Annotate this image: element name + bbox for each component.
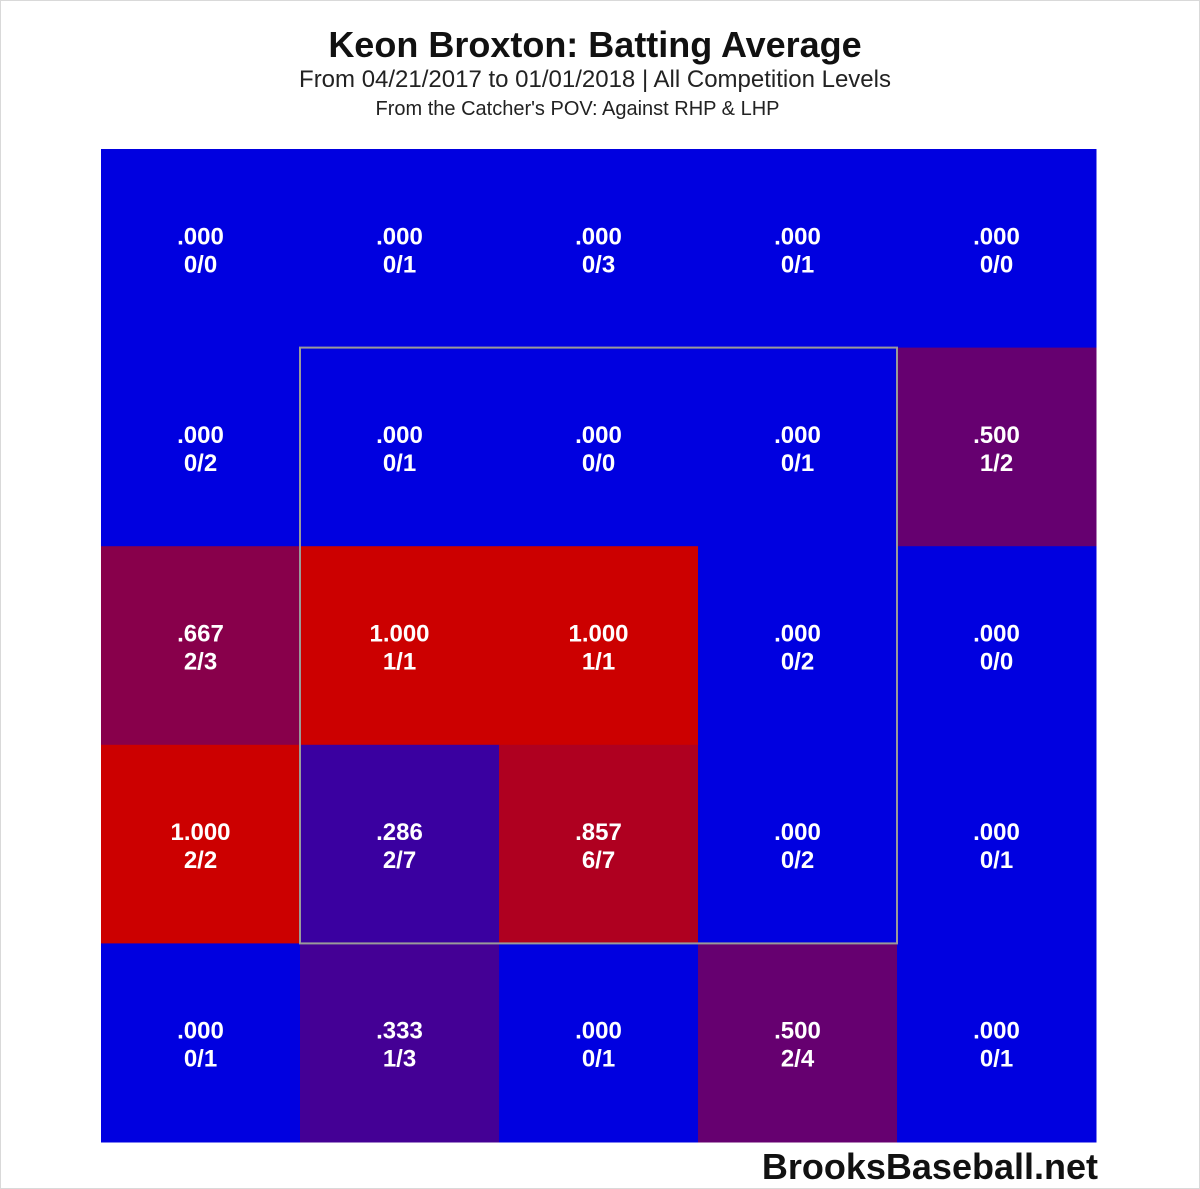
- zone-avg-label: 1.000: [369, 621, 429, 648]
- zone-ratio-label: 0/1: [980, 1046, 1013, 1073]
- zone-ratio-label: 2/4: [781, 1046, 815, 1073]
- zone-ratio-label: 0/1: [383, 251, 416, 278]
- zone-avg-label: .000: [575, 223, 622, 250]
- site-credit: BrooksBaseball.net: [761, 1146, 1098, 1187]
- zone-ratio-label: 1/2: [980, 450, 1013, 477]
- zone-ratio-label: 0/0: [184, 251, 217, 278]
- zone-cell-r5-c3: [499, 943, 699, 1143]
- zone-ratio-label: 0/1: [383, 450, 416, 477]
- zone-avg-label: .000: [376, 422, 423, 449]
- zone-ratio-label: 0/1: [184, 1046, 217, 1073]
- zone-ratio-label: 1/1: [383, 649, 416, 676]
- zone-cell-r3-c5: [897, 546, 1097, 746]
- zone-avg-label: .000: [376, 223, 423, 250]
- zone-cell-r3-c4: [698, 546, 898, 746]
- zone-avg-label: .857: [575, 819, 622, 846]
- zone-avg-label: .000: [774, 223, 821, 250]
- zone-ratio-label: 0/1: [980, 847, 1013, 874]
- zone-avg-label: .000: [575, 422, 622, 449]
- zone-cell-r3-c3: [499, 546, 699, 746]
- chart-subtitle-pov: From the Catcher's POV: Against RHP & LH…: [375, 98, 780, 120]
- zone-ratio-label: 1/1: [582, 649, 615, 676]
- zone-ratio-label: 0/2: [184, 450, 217, 477]
- zone-avg-label: .000: [774, 422, 821, 449]
- zone-cell-r3-c2: [300, 546, 500, 746]
- zone-avg-label: .000: [177, 422, 224, 449]
- zone-avg-label: .000: [973, 819, 1020, 846]
- zone-ratio-label: 0/2: [781, 847, 814, 874]
- zone-cell-r5-c5: [897, 943, 1097, 1143]
- zone-cell-r2-c4: [698, 347, 898, 547]
- zone-cell-r5-c1: [101, 943, 301, 1143]
- zone-cell-r4-c5: [897, 744, 1097, 944]
- zone-avg-label: .000: [973, 1018, 1020, 1045]
- chart-subtitle: From 04/21/2017 to 01/01/2018 | All Comp…: [299, 66, 891, 93]
- zone-cell-r2-c2: [300, 347, 500, 547]
- zone-ratio-label: 0/0: [980, 649, 1013, 676]
- zone-cell-r1-c4: [698, 149, 898, 349]
- zone-ratio-label: 2/3: [184, 649, 217, 676]
- zone-ratio-label: 6/7: [582, 847, 615, 874]
- zone-avg-label: .500: [973, 422, 1020, 449]
- zone-avg-label: .000: [177, 1018, 224, 1045]
- zone-ratio-label: 0/0: [582, 450, 615, 477]
- zone-avg-label: .000: [177, 223, 224, 250]
- zone-cell-r4-c1: [101, 744, 301, 944]
- chart-title: Keon Broxton: Batting Average: [328, 24, 862, 65]
- zone-cell-r2-c1: [101, 347, 301, 547]
- zone-ratio-label: 0/3: [582, 251, 615, 278]
- zone-ratio-label: 0/2: [781, 649, 814, 676]
- zone-cell-r4-c4: [698, 744, 898, 944]
- zone-avg-label: 1.000: [568, 621, 628, 648]
- zone-avg-label: .000: [774, 819, 821, 846]
- zone-ratio-label: 0/1: [781, 251, 814, 278]
- zone-cell-r1-c3: [499, 149, 699, 349]
- zone-cell-r2-c5: [897, 347, 1097, 547]
- zone-avg-label: .000: [973, 621, 1020, 648]
- zone-avg-label: .286: [376, 819, 423, 846]
- zone-ratio-label: 1/3: [383, 1046, 416, 1073]
- zone-ratio-label: 0/1: [781, 450, 814, 477]
- zone-ratio-label: 2/7: [383, 847, 416, 874]
- zone-cell-r3-c1: [101, 546, 301, 746]
- strike-zone-outline: [299, 346, 898, 945]
- zone-cell-r5-c4: [698, 943, 898, 1143]
- zone-avg-label: .000: [575, 1018, 622, 1045]
- zone-cell-r4-c3: [499, 744, 699, 944]
- zone-avg-label: 1.000: [170, 819, 230, 846]
- zone-ratio-label: 0/0: [980, 251, 1013, 278]
- zone-ratio-label: 2/2: [184, 847, 217, 874]
- zone-cell-r4-c2: [300, 744, 500, 944]
- zone-cell-r1-c2: [300, 149, 500, 349]
- zone-ratio-label: 0/1: [582, 1046, 615, 1073]
- zone-cell-r5-c2: [300, 943, 500, 1143]
- zone-avg-label: .500: [774, 1018, 821, 1045]
- zone-cell-r1-c5: [897, 149, 1097, 349]
- zone-avg-label: .000: [973, 223, 1020, 250]
- zone-avg-label: .000: [774, 621, 821, 648]
- zone-cell-r1-c1: [101, 149, 301, 349]
- zone-avg-label: .333: [376, 1018, 423, 1045]
- zone-avg-label: .667: [177, 621, 224, 648]
- zone-cell-r2-c3: [499, 347, 699, 547]
